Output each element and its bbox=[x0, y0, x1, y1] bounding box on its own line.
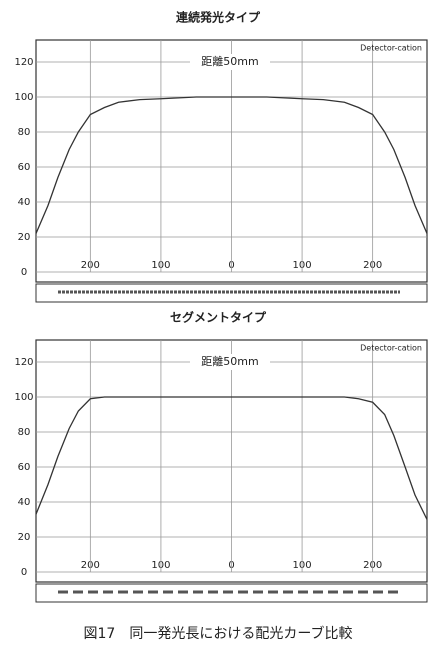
y-tick-label: 20 bbox=[18, 532, 31, 543]
detector-label: Detector-cation bbox=[360, 344, 422, 353]
detector-label: Detector-cation bbox=[360, 44, 422, 53]
chart-title: 連続発光タイプ bbox=[176, 10, 261, 25]
annotation-bg bbox=[190, 54, 270, 70]
y-tick-label: 0 bbox=[21, 567, 27, 578]
light-strip bbox=[35, 583, 428, 603]
y-tick-label: 120 bbox=[14, 357, 33, 368]
caption: 図17 同一発光長における配光カーブ比較 bbox=[84, 625, 353, 642]
annotation: 距離50mm bbox=[201, 54, 258, 68]
chart-title: セグメントタイプ bbox=[170, 310, 267, 325]
y-tick-label: 60 bbox=[18, 462, 31, 473]
annotation: 距離50mm bbox=[201, 354, 258, 368]
y-tick-label: 120 bbox=[14, 57, 33, 68]
curve bbox=[35, 96, 428, 234]
y-tick-label: 40 bbox=[18, 497, 31, 508]
y-tick-label: 0 bbox=[21, 267, 27, 278]
light-strip bbox=[35, 283, 428, 303]
y-tick-label: 40 bbox=[18, 197, 31, 208]
y-tick-label: 100 bbox=[14, 392, 33, 403]
annotation-bg bbox=[190, 354, 270, 370]
y-tick-label: 20 bbox=[18, 232, 31, 243]
y-tick-label: 80 bbox=[18, 127, 31, 138]
y-tick-label: 100 bbox=[14, 92, 33, 103]
y-tick-label: 60 bbox=[18, 162, 31, 173]
curve bbox=[35, 396, 428, 520]
y-tick-label: 80 bbox=[18, 427, 31, 438]
